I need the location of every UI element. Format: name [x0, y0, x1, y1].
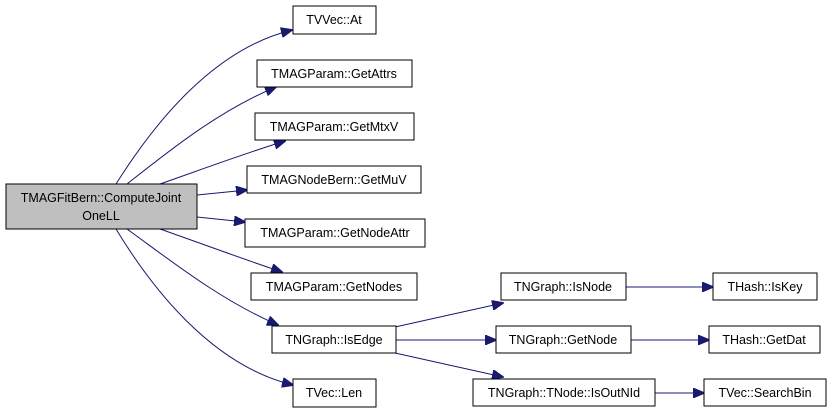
node-getnodeattr[interactable]: TMAGParam::GetNodeAttr — [244, 218, 426, 248]
svg-text:TMAGFitBern::ComputeJoint: TMAGFitBern::ComputeJoint — [21, 191, 182, 205]
edge-root-getmuv — [196, 190, 247, 195]
node-getmuv[interactable]: TMAGNodeBern::GetMuV — [246, 165, 422, 194]
svg-text:THash::IsKey: THash::IsKey — [727, 280, 803, 294]
node-getattrs[interactable]: TMAGParam::GetAttrs — [256, 59, 413, 88]
node-getnode[interactable]: TNGraph::GetNode — [495, 325, 632, 354]
edge-root-getattrs — [126, 87, 276, 185]
svg-text:TNGraph::IsEdge: TNGraph::IsEdge — [285, 333, 382, 347]
node-getnodes[interactable]: TMAGParam::GetNodes — [250, 272, 418, 301]
edges — [115, 30, 713, 393]
node-isedge[interactable]: TNGraph::IsEdge — [271, 325, 397, 354]
svg-text:TMAGParam::GetAttrs: TMAGParam::GetAttrs — [271, 67, 397, 81]
svg-text:TVVec::At: TVVec::At — [306, 13, 362, 27]
node-getdat[interactable]: THash::GetDat — [708, 325, 821, 354]
svg-text:TNGraph::IsNode: TNGraph::IsNode — [514, 280, 612, 294]
node-tvvec-at[interactable]: TVVec::At — [292, 5, 377, 35]
svg-text:THash::GetDat: THash::GetDat — [722, 333, 806, 347]
node-len[interactable]: TVec::Len — [292, 378, 377, 408]
edge-root-getnodes — [159, 228, 282, 272]
edge-isedge-isoutnid — [394, 352, 503, 377]
edge-root-getnodeattr — [196, 217, 245, 222]
node-iskey[interactable]: THash::IsKey — [712, 272, 818, 301]
svg-text:TVec::SearchBin: TVec::SearchBin — [718, 386, 811, 400]
edge-root-isedge — [126, 228, 278, 325]
svg-text:TVec::Len: TVec::Len — [306, 386, 362, 400]
node-computejointonell[interactable]: TMAGFitBern::ComputeJoint OneLL — [5, 183, 198, 230]
node-searchbin[interactable]: TVec::SearchBin — [703, 378, 827, 407]
edge-isedge-isnode — [394, 303, 503, 328]
node-getmtxv[interactable]: TMAGParam::GetMtxV — [254, 112, 415, 141]
edge-root-getmtxv — [159, 141, 285, 185]
svg-text:TNGraph::TNode::IsOutNId: TNGraph::TNode::IsOutNId — [488, 386, 640, 400]
node-isnode[interactable]: TNGraph::IsNode — [500, 272, 627, 301]
edge-root-len — [115, 228, 293, 385]
svg-text:TMAGNodeBern::GetMuV: TMAGNodeBern::GetMuV — [261, 173, 407, 187]
node-isoutnid[interactable]: TNGraph::TNode::IsOutNId — [472, 378, 656, 407]
edge-root-tvvec-at — [115, 30, 292, 185]
svg-text:TMAGParam::GetMtxV: TMAGParam::GetMtxV — [270, 120, 399, 134]
svg-text:TMAGParam::GetNodeAttr: TMAGParam::GetNodeAttr — [260, 226, 409, 240]
svg-text:TNGraph::GetNode: TNGraph::GetNode — [509, 333, 617, 347]
svg-text:TMAGParam::GetNodes: TMAGParam::GetNodes — [266, 280, 402, 294]
svg-text:OneLL: OneLL — [82, 209, 120, 223]
